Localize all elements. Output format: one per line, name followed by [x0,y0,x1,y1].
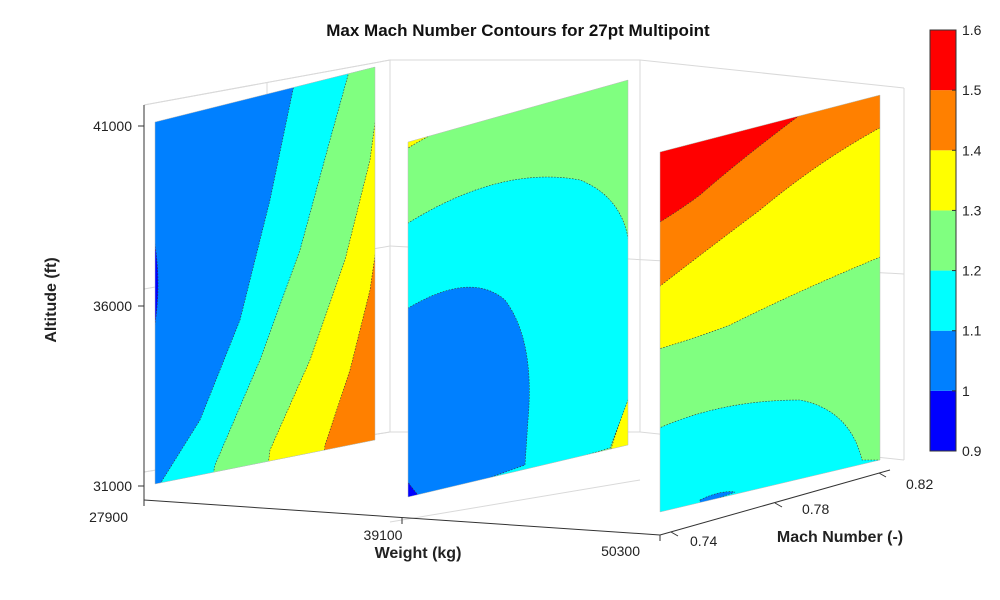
z-axis-label: Altitude (ft) [43,257,60,342]
y-tick-label: 0.74 [690,533,717,549]
colorbar-segment [930,90,956,151]
x-axis-label: Weight (kg) [375,545,462,562]
slice-3 [659,94,881,513]
contour-band [155,219,159,341]
slice-1 [154,66,376,485]
y-tick-label: 0.78 [802,501,829,517]
colorbar-tick-label: 1.4 [962,142,982,158]
colorbar-tick-label: 1.5 [962,82,982,98]
y-tick [670,531,679,537]
slice-outline [154,66,376,485]
colorbar-segment [930,30,956,91]
chart-title: Max Mach Number Contours for 27pt Multip… [326,21,710,40]
x-tick-label: 39100 [364,527,403,543]
y-tick-label: 0.82 [906,476,933,492]
front-axes [138,105,891,541]
x-tick-label: 50300 [601,543,640,559]
x-tick-label: 27900 [89,509,128,525]
y-tick [774,502,783,508]
colorbar: 0.9 1 1.1 1.2 1.3 1.4 1.5 1.6 [929,22,982,459]
floor-grid [389,479,641,523]
x-axis-line [143,499,661,536]
z-tick-label: 31000 [93,478,132,494]
colorbar-border [929,29,957,452]
y-tick [878,472,887,478]
colorbar-tick-label: 1.2 [962,263,982,279]
slice-outline [407,79,629,498]
back-wall-top [390,59,905,89]
colorbar-tick-label: 0.9 [962,443,982,459]
colorbar-segment [930,150,956,211]
slice-2 [407,79,629,498]
colorbar-segment [930,330,956,391]
z-tick-label: 41000 [93,118,132,134]
y-axis-label: Mach Number (-) [777,529,903,546]
colorbar-tick-label: 1.1 [962,323,982,339]
slice-outline [659,94,881,513]
colorbar-segment [930,210,956,271]
colorbar-tick-label: 1.3 [962,202,982,218]
contour-band [408,286,530,497]
colorbar-segment [930,270,956,331]
colorbar-tick-label: 1.6 [962,22,982,38]
colorbar-tick-label: 1 [962,383,970,399]
colorbar-segment [930,390,956,451]
z-tick-label: 36000 [93,298,132,314]
y-axis-line [659,469,891,536]
grid-line [143,59,391,106]
